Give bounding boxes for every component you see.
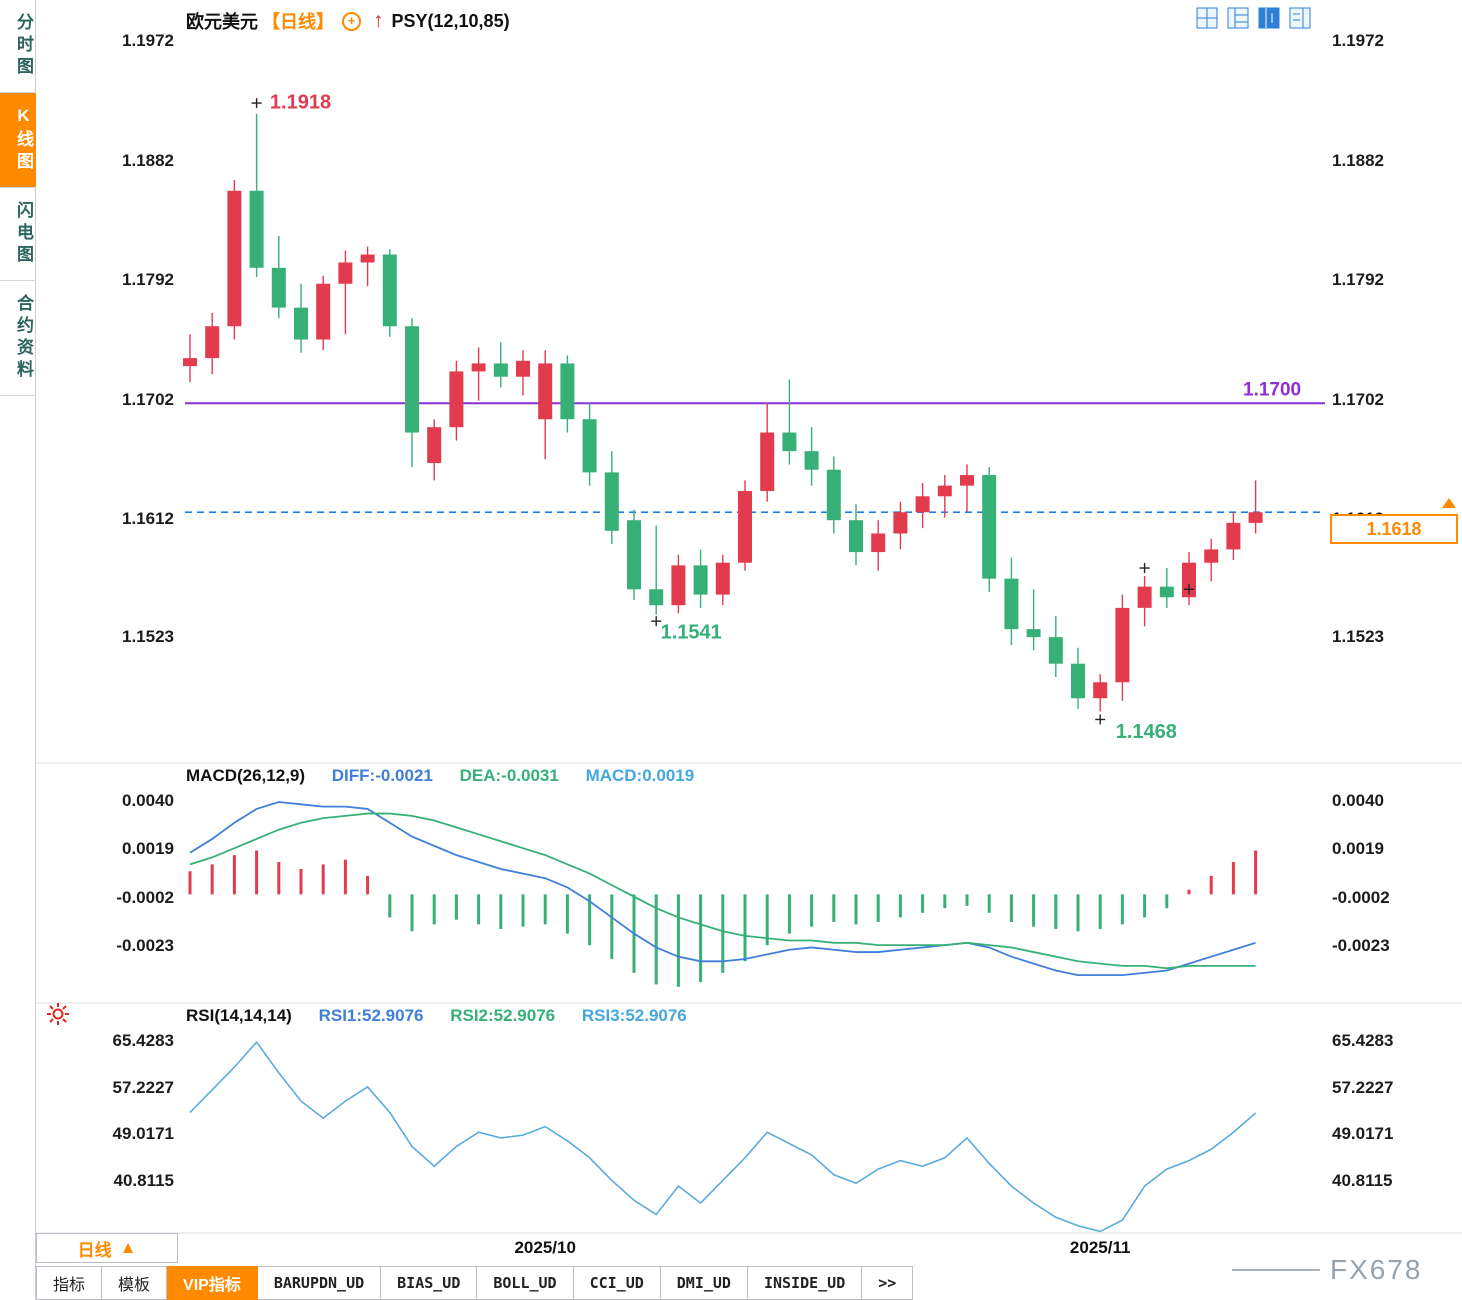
svg-text:1.1468: 1.1468 [1116,721,1177,743]
y-axis-label: 40.8115 [113,1170,174,1190]
bottom-tab[interactable]: VIP指标 [167,1266,258,1300]
y-axis-label: 1.1523 [122,627,174,647]
rsi1-value: RSI1:52.9076 [318,1006,424,1025]
layout-split-icon[interactable] [1227,7,1249,29]
rsi-title[interactable]: RSI(14,14,14) [186,1006,292,1025]
y-axis-label: 1.1612 [122,509,174,529]
sidebar-item-kline-chart[interactable]: K线图 [0,93,36,188]
y-axis-label: -0.0002 [1332,887,1390,907]
y-axis-label: 0.0019 [122,839,174,859]
watermark-line [1232,1269,1320,1271]
scroll-right-arrow-icon[interactable] [1442,498,1456,509]
indicator-settings-sun-icon[interactable] [46,1002,70,1031]
y-axis-label: 1.1792 [1332,270,1384,290]
bottom-tab[interactable]: 模板 [102,1266,168,1300]
svg-text:1.1918: 1.1918 [270,91,331,113]
bottom-tab[interactable]: CCI_UD [573,1266,661,1300]
x-axis-label: 2025/11 [1069,1238,1131,1257]
macd-panel-header: MACD(26,12,9) DIFF:-0.0021 DEA:-0.0031 M… [186,766,716,786]
bottom-tab[interactable]: BARUPDN_UD [257,1266,382,1300]
y-axis-label: 49.0171 [112,1124,174,1143]
bottom-tab[interactable]: DMI_UD [660,1266,748,1300]
y-axis-label: 57.2227 [112,1077,174,1097]
y-axis-label: 49.0171 [1332,1124,1394,1143]
y-axis-label: 0.0040 [122,791,174,810]
y-axis-label: 1.1702 [122,389,174,409]
y-axis-label: 65.4283 [112,1031,174,1051]
macd-dea-value: DEA:-0.0031 [459,766,559,785]
y-axis-label: 1.1972 [122,30,174,50]
y-axis-label: -0.0023 [116,936,174,956]
macd-title[interactable]: MACD(26,12,9) [186,766,306,785]
bottom-tab[interactable]: BOLL_UD [477,1266,574,1300]
bottom-tab-bar: 指标 模板 VIP指标 BARUPDN_UD BIAS_UD BOLL_UD CCI_UD D… [36,1266,914,1300]
period-selector[interactable]: 日线 ▲ [36,1233,178,1263]
y-axis-label: 0.0040 [1332,791,1384,810]
y-axis-label: -0.0002 [116,887,174,907]
y-axis-label: 1.1702 [1332,389,1384,409]
last-price-tag: 1.1618 [1330,514,1458,545]
period-label: 日线 [77,1240,112,1260]
bottom-tab[interactable]: 指标 [36,1266,103,1300]
add-indicator-icon[interactable]: + [342,11,361,31]
sidebar-item-minutes-chart[interactable]: 分时图 [0,0,36,93]
y-axis-label: 1.1523 [1332,627,1384,647]
rsi-panel-header: RSI(14,14,14) RSI1:52.9076 RSI2:52.9076 … [186,1006,709,1026]
layout-grid-icon[interactable] [1196,7,1218,29]
y-axis-label: 65.4283 [1332,1031,1394,1051]
bottom-tab[interactable]: >> [862,1266,914,1300]
rsi3-value: RSI3:52.9076 [581,1006,687,1025]
bottom-tab[interactable]: BIAS_UD [381,1266,478,1300]
y-axis-label: 1.1792 [122,270,174,290]
y-axis-label: 40.8115 [1332,1170,1393,1190]
sidebar-item-contract-info[interactable]: 合约资料 [0,281,36,396]
y-axis-label: 1.1972 [1332,30,1384,50]
macd-diff-value: DIFF:-0.0021 [331,766,433,785]
sidebar: 分时图 K线图 闪电图 合约资料 [0,0,36,1300]
macd-macd-value: MACD:0.0019 [585,766,695,785]
chart-header: 欧元美元 【日线】 + ↑ PSY(12,10,85) [186,8,510,34]
y-axis-label: 0.0019 [1332,839,1384,859]
y-axis-label: -0.0023 [1332,936,1390,956]
svg-text:1.1700: 1.1700 [1243,379,1301,400]
period-up-triangle-icon: ▲ [119,1238,137,1257]
layout-icon-group [1196,7,1311,29]
y-axis-label: 57.2227 [1332,1077,1394,1097]
y-axis-label: 1.1882 [122,150,174,170]
watermark-text: FX678 [1330,1254,1423,1285]
layout-single-icon[interactable] [1258,7,1280,29]
sidebar-item-lightning-chart[interactable]: 闪电图 [0,188,36,281]
y-axis-label: 1.1882 [1332,150,1384,170]
symbol-title: 欧元美元 [186,12,258,32]
indicator-title[interactable]: PSY(12,10,85) [391,10,510,31]
layout-right-panel-icon[interactable] [1289,7,1311,29]
period-tag[interactable]: 【日线】 [262,12,334,32]
up-arrow-icon: ↑ [373,9,384,32]
watermark: FX678 [1232,1254,1423,1286]
svg-text:1.1541: 1.1541 [661,621,722,643]
bottom-tab[interactable]: INSIDE_UD [747,1266,863,1300]
x-axis-label: 2025/10 [514,1238,576,1257]
rsi2-value: RSI2:52.9076 [450,1006,556,1025]
